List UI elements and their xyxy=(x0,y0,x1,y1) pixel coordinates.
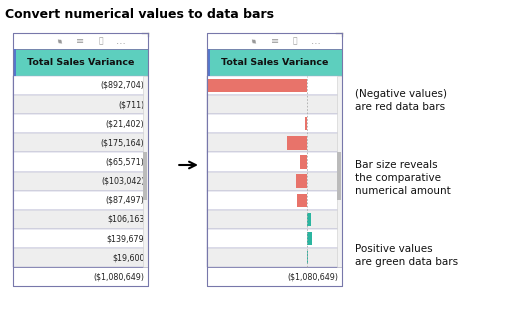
Text: …: … xyxy=(310,36,320,46)
Bar xyxy=(337,76,342,267)
Bar xyxy=(288,136,307,149)
Bar xyxy=(207,49,342,76)
Bar xyxy=(207,33,342,49)
Bar xyxy=(13,76,148,95)
Bar xyxy=(13,172,148,191)
Bar xyxy=(13,133,148,152)
Text: Bar size reveals
the comparative
numerical amount: Bar size reveals the comparative numeric… xyxy=(355,160,451,196)
Bar xyxy=(13,33,148,49)
Text: …: … xyxy=(116,36,126,46)
Bar xyxy=(207,210,342,229)
Text: ($87,497): ($87,497) xyxy=(106,196,145,205)
Text: ($103,042): ($103,042) xyxy=(101,177,145,186)
Bar xyxy=(207,33,342,286)
Bar xyxy=(295,175,307,188)
Text: ($21,402): ($21,402) xyxy=(106,119,145,128)
Bar xyxy=(13,248,148,267)
Text: ($65,571): ($65,571) xyxy=(106,157,145,167)
Text: $19,600: $19,600 xyxy=(112,253,145,262)
Text: ≡: ≡ xyxy=(271,36,278,46)
Bar xyxy=(207,267,342,286)
Bar xyxy=(307,251,308,264)
Bar xyxy=(207,49,210,76)
Text: ($711): ($711) xyxy=(119,100,145,109)
Text: (Negative values)
are red data bars: (Negative values) are red data bars xyxy=(355,89,447,112)
Bar xyxy=(305,117,307,130)
Bar xyxy=(13,114,148,133)
Text: ($892,704): ($892,704) xyxy=(101,81,145,90)
Bar xyxy=(297,194,307,207)
Bar xyxy=(13,152,148,172)
Bar xyxy=(13,95,148,114)
Bar xyxy=(13,49,148,76)
Bar xyxy=(207,191,342,210)
Bar xyxy=(13,49,16,76)
Text: ≡: ≡ xyxy=(77,36,84,46)
Text: ♦: ♦ xyxy=(55,35,66,47)
Bar xyxy=(307,213,311,226)
Text: $139,679: $139,679 xyxy=(107,234,145,243)
Bar xyxy=(13,229,148,248)
Bar xyxy=(143,76,148,267)
Bar xyxy=(207,114,342,133)
Text: Total Sales Variance: Total Sales Variance xyxy=(221,58,329,67)
Bar xyxy=(143,152,147,200)
Bar xyxy=(207,133,342,152)
Bar xyxy=(13,267,148,286)
Text: ♦: ♦ xyxy=(249,35,260,47)
Bar xyxy=(307,232,312,245)
Text: Convert numerical values to data bars: Convert numerical values to data bars xyxy=(5,8,274,21)
Bar xyxy=(337,152,341,200)
Bar xyxy=(207,152,342,172)
Text: ⧉: ⧉ xyxy=(99,36,103,46)
Bar xyxy=(207,172,342,191)
Bar xyxy=(207,95,342,114)
Bar xyxy=(207,229,342,248)
Bar xyxy=(207,79,307,92)
Text: ⧉: ⧉ xyxy=(293,36,297,46)
Text: Positive values
are green data bars: Positive values are green data bars xyxy=(355,244,458,267)
Bar xyxy=(300,155,307,169)
Bar xyxy=(207,248,342,267)
Text: Total Sales Variance: Total Sales Variance xyxy=(27,58,134,67)
Text: $106,163: $106,163 xyxy=(107,215,145,224)
Text: ($1,080,649): ($1,080,649) xyxy=(288,272,339,281)
Bar xyxy=(13,191,148,210)
Bar xyxy=(13,33,148,286)
Bar xyxy=(207,76,342,95)
Bar xyxy=(13,210,148,229)
Text: ($175,164): ($175,164) xyxy=(101,138,145,148)
Text: ($1,080,649): ($1,080,649) xyxy=(94,272,145,281)
FancyArrowPatch shape xyxy=(179,162,196,168)
